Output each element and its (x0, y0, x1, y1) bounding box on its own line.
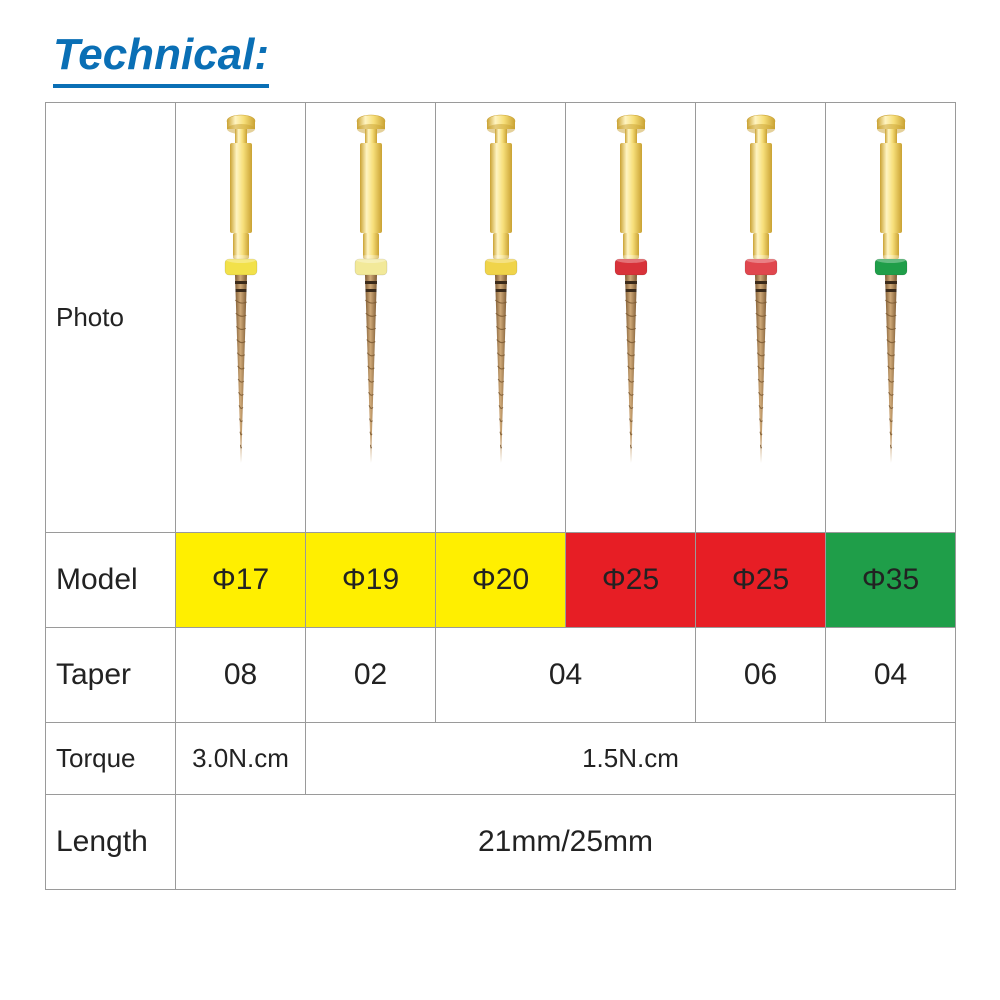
model-cell: Φ25 (696, 533, 826, 628)
row-label-photo: Photo (46, 103, 176, 533)
data-cell: 1.5N.cm (306, 723, 956, 795)
row-label-torque: Torque (46, 723, 176, 795)
spec-table: Photo (45, 102, 956, 890)
photo-cell (306, 103, 436, 533)
section-title: Technical: (53, 30, 269, 88)
row-photo: Photo (46, 103, 956, 533)
photo-cell (436, 103, 566, 533)
photo-cell (696, 103, 826, 533)
row-label-taper: Taper (46, 628, 176, 723)
endo-file-icon (216, 113, 266, 473)
data-cell: 06 (696, 628, 826, 723)
data-cell: 04 (436, 628, 696, 723)
row-label-model: Model (46, 533, 176, 628)
model-cell: Φ20 (436, 533, 566, 628)
endo-file-icon (866, 113, 916, 473)
row-label-length: Length (46, 795, 176, 890)
photo-cell (826, 103, 956, 533)
row-model: Model Φ17 Φ19 Φ20 Φ25 Φ25 Φ35 (46, 533, 956, 628)
endo-file-icon (606, 113, 656, 473)
row-torque: Torque 3.0N.cm1.5N.cm (46, 723, 956, 795)
data-cell: 3.0N.cm (176, 723, 306, 795)
photo-cell (566, 103, 696, 533)
data-cell: 08 (176, 628, 306, 723)
row-taper: Taper 0802040604 (46, 628, 956, 723)
data-cell: 02 (306, 628, 436, 723)
model-cell: Φ19 (306, 533, 436, 628)
endo-file-icon (346, 113, 396, 473)
row-length: Length 21mm/25mm (46, 795, 956, 890)
model-cell: Φ35 (826, 533, 956, 628)
model-cell: Φ17 (176, 533, 306, 628)
endo-file-icon (736, 113, 786, 473)
photo-cell (176, 103, 306, 533)
endo-file-icon (476, 113, 526, 473)
data-cell: 21mm/25mm (176, 795, 956, 890)
model-cell: Φ25 (566, 533, 696, 628)
data-cell: 04 (826, 628, 956, 723)
